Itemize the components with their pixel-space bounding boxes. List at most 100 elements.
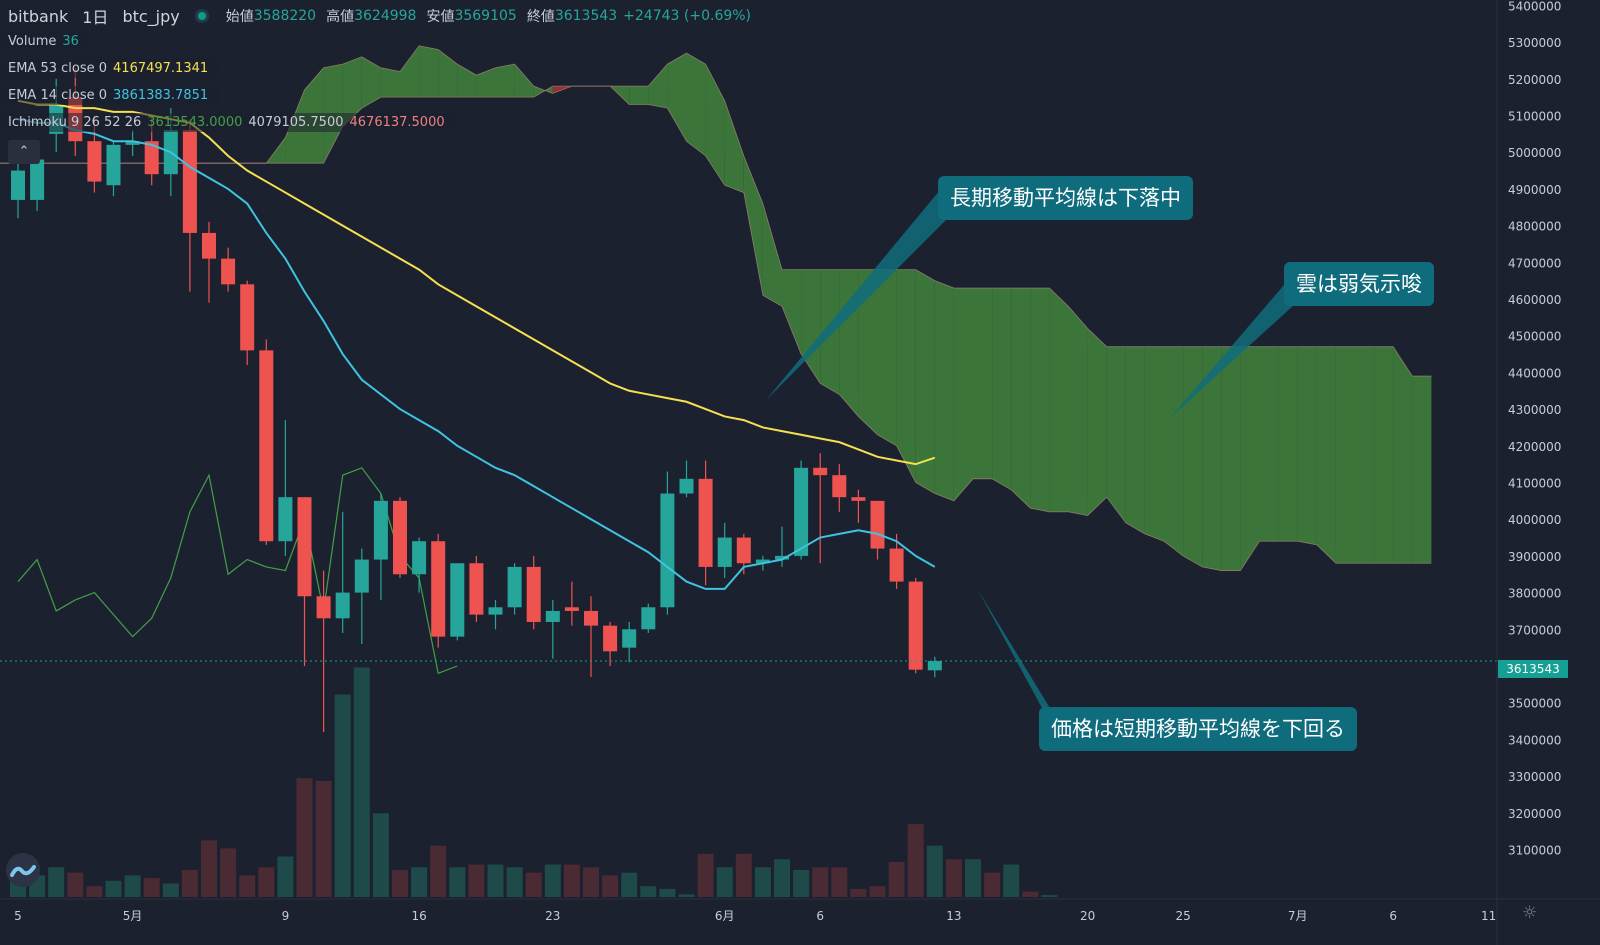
cloud-segment [1144,346,1164,542]
cloud-segment [1412,376,1432,564]
annotation-pointer [1170,278,1306,418]
candle-body [259,350,274,542]
volume-bar [640,886,657,897]
cloud-segment [782,269,802,355]
legend-ema14-name: EMA 14 close 0 [8,88,108,103]
legend-ichimoku-v3: 4676137.5000 [349,115,445,130]
candle-body [412,541,427,575]
cloud-segment [992,287,1012,490]
annotation-short-ema[interactable]: 価格は短期移動平均線を下回る [1039,707,1357,751]
close-value: 3613543 [554,8,618,24]
candle-body [30,159,45,200]
legend-ema14[interactable]: EMA 14 close 0 3861383.7851 [2,86,221,105]
candle-body [450,563,465,637]
candle-body [125,141,140,145]
price-tick-label: 5200000 [1508,73,1561,87]
time-tick-label: 5月 [123,909,143,923]
volume-bar [869,886,886,897]
change-value: +24743 (+0.69%) [623,8,752,24]
cloud-segment [361,56,381,109]
volume-bar [105,880,122,897]
time-tick-label: 6月 [715,909,735,923]
volume-bar [926,845,943,897]
volume-bar [48,867,65,897]
cloud-segment [1221,346,1241,571]
close-label: 終値 [526,9,555,25]
cloud-segment [1106,346,1126,523]
candle-body [794,467,809,556]
candle-body [889,548,904,582]
volume-bar [468,864,485,897]
volume-bar [945,859,962,897]
price-tick-label: 4600000 [1508,293,1561,307]
tradingview-logo[interactable] [6,853,40,887]
price-tick-label: 4400000 [1508,366,1561,380]
volume-bar [697,853,714,897]
cloud-segment [419,45,439,98]
legend-volume[interactable]: Volume 36 [2,32,91,51]
cloud-segment [724,100,744,193]
pair-name[interactable]: btc_jpy [122,6,180,26]
price-tick-label: 5400000 [1508,0,1561,13]
price-tick-label: 4000000 [1508,513,1561,527]
last-price-label: 3613543 [1498,660,1568,678]
price-tick-label: 4700000 [1508,256,1561,270]
cloud-segment [1374,346,1394,564]
candle-body [488,607,503,615]
candle-body [316,596,331,619]
cloud-segment [1164,346,1184,556]
candle-body [221,258,236,285]
legend-ichimoku-name: Ichimoku 9 26 52 26 [8,115,142,130]
annotation-long-ema[interactable]: 長期移動平均線は下落中 [938,176,1193,220]
time-tick-label: 6 [816,909,824,923]
volume-bar [124,875,141,897]
cloud-segment [1335,346,1355,564]
exchange-name[interactable]: bitbank [8,6,69,26]
time-tick-label: 9 [282,909,290,923]
volume-bar [1041,895,1058,897]
time-tick-label: 5 [14,909,22,923]
open-value: 3588220 [253,8,317,24]
candle-body [335,592,350,619]
cloud-segment [667,53,687,142]
legend-ema53-value: 4167497.1341 [113,61,209,76]
volume-bar [392,870,408,897]
cloud-segment [438,49,458,98]
legend-ema53[interactable]: EMA 53 close 0 4167497.1341 [2,59,221,78]
volume-bar [315,780,332,897]
volume-bar [754,867,771,897]
volume-bar [506,867,523,897]
collapse-legend-button[interactable]: ⌃ [8,140,40,164]
high-label: 高値 [326,9,355,25]
cloud-segment [686,53,706,156]
high-value: 3624998 [354,8,417,24]
price-tick-label: 3800000 [1508,587,1561,601]
volume-bar [812,867,829,897]
cloud-segment [762,203,782,307]
price-tick-label: 4100000 [1508,477,1561,491]
volume-bar [181,870,198,897]
cloud-segment [495,64,515,98]
price-tick-label: 3200000 [1508,807,1561,821]
cloud-segment [973,287,993,479]
cloud-segment [1259,346,1279,542]
volume-bar [162,883,179,897]
time-tick-label: 20 [1080,909,1095,923]
legend-ichimoku[interactable]: Ichimoku 9 26 52 26 3613543.0000 4079105.7… [2,113,457,132]
price-tick-label: 3400000 [1508,733,1561,747]
price-tick-label: 3900000 [1508,550,1561,564]
annotation-cloud[interactable]: 雲は弱気示唆 [1284,262,1434,306]
gear-icon[interactable]: ☼ [1522,903,1538,923]
volume-bar [602,875,619,897]
volume-bar [525,872,542,897]
cloud-segment [1049,287,1069,512]
interval[interactable]: 1日 [82,8,109,27]
legend-ema53-name: EMA 53 close 0 [8,61,108,76]
time-tick-label: 16 [411,909,426,923]
candle-body [144,141,159,175]
time-tick-label: 23 [545,909,560,923]
volume-bar [334,694,351,897]
cloud-segment [1183,346,1203,567]
candle-body [393,500,407,575]
